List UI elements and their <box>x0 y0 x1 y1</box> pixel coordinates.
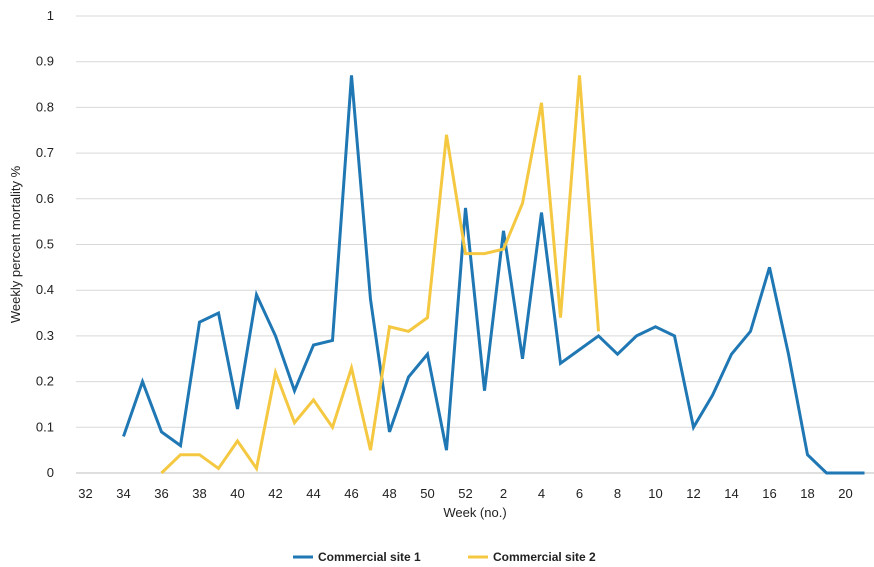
y-axis-title: Weekly percent mortality % <box>8 165 23 323</box>
x-tick-label: 48 <box>382 486 396 501</box>
x-tick-label: 32 <box>78 486 92 501</box>
x-tick-label: 16 <box>762 486 776 501</box>
x-tick-label: 4 <box>538 486 545 501</box>
series-lines <box>122 75 865 475</box>
y-tick-label: 0.2 <box>36 374 54 389</box>
y-tick-label: 0.3 <box>36 328 54 343</box>
legend-label-site-2: Commercial site 2 <box>493 550 596 564</box>
y-tick-label: 0.4 <box>36 282 54 297</box>
y-tick-label: 0.8 <box>36 99 54 114</box>
x-tick-label: 46 <box>344 486 358 501</box>
x-tick-label: 38 <box>192 486 206 501</box>
x-axis-tick-labels: 32 34 36 38 40 42 44 46 48 50 52 2 4 6 8 10 12 14 16 18 20 <box>78 486 852 501</box>
x-tick-label: 50 <box>420 486 434 501</box>
x-tick-label: 52 <box>458 486 472 501</box>
x-axis-title: Week (no.) <box>443 505 506 520</box>
y-tick-label: 0.1 <box>36 419 54 434</box>
x-tick-label: 6 <box>576 486 583 501</box>
grid-lines <box>76 15 874 474</box>
x-tick-label: 40 <box>230 486 244 501</box>
series-line-site-1 <box>122 75 865 475</box>
y-tick-label: 0.6 <box>36 191 54 206</box>
x-tick-label: 10 <box>648 486 662 501</box>
y-tick-label: 1 <box>47 8 54 23</box>
legend-label-site-1: Commercial site 1 <box>318 550 421 564</box>
x-tick-label: 8 <box>614 486 621 501</box>
x-tick-label: 12 <box>686 486 700 501</box>
y-tick-label: 0.5 <box>36 237 54 252</box>
x-tick-label: 44 <box>306 486 320 501</box>
x-tick-label: 2 <box>500 486 507 501</box>
y-axis-tick-labels: 0 0.1 0.2 0.3 0.4 0.5 0.6 0.7 0.8 0.9 1 <box>36 8 54 480</box>
x-tick-label: 36 <box>154 486 168 501</box>
series-line-site-2 <box>160 75 600 475</box>
y-tick-label: 0 <box>47 465 54 480</box>
x-tick-label: 14 <box>724 486 738 501</box>
y-tick-label: 0.7 <box>36 145 54 160</box>
x-tick-label: 18 <box>800 486 814 501</box>
legend: Commercial site 1 Commercial site 2 <box>293 550 596 564</box>
x-tick-label: 42 <box>268 486 282 501</box>
x-tick-label: 34 <box>116 486 130 501</box>
x-tick-label: 20 <box>838 486 852 501</box>
y-tick-label: 0.9 <box>36 54 54 69</box>
